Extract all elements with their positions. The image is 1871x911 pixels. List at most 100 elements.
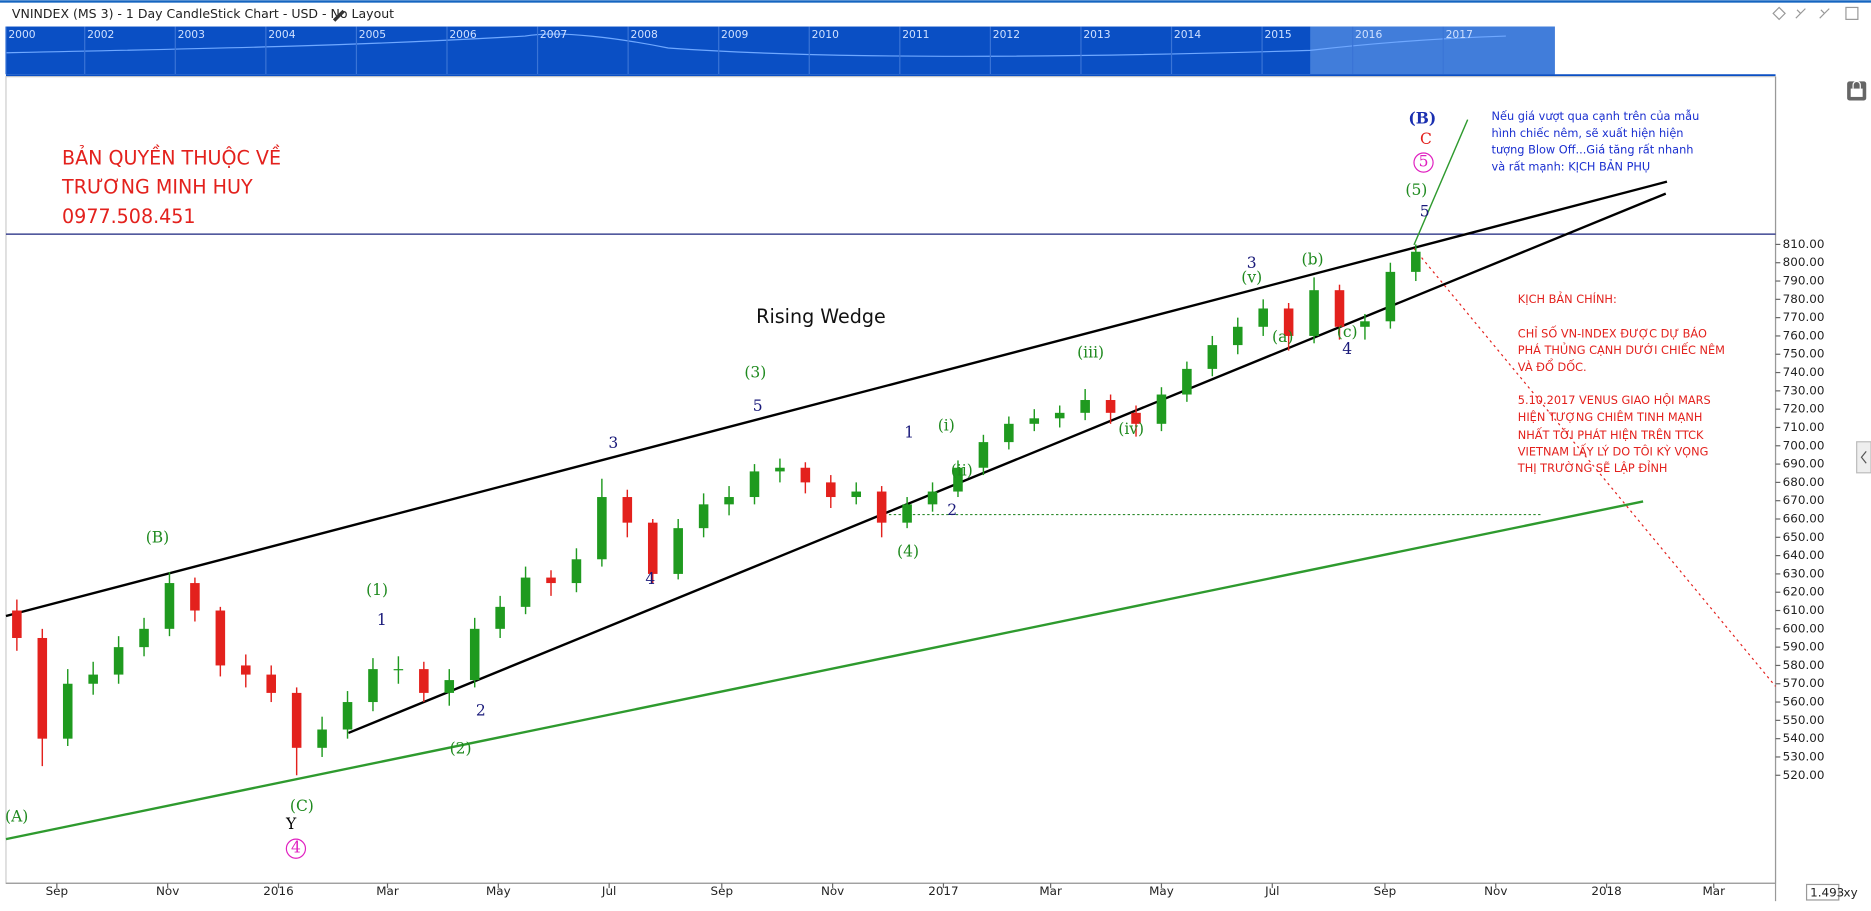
candle-body: [444, 680, 455, 693]
candle-body: [1131, 412, 1141, 424]
toolbar-icons[interactable]: [1772, 6, 1859, 21]
title-edit-icon[interactable]: [332, 9, 345, 22]
candle-body: [851, 491, 862, 498]
x-tick-label: May: [1149, 884, 1174, 898]
y-tick-label: 570.00: [1783, 676, 1825, 690]
chart-title: VNINDEX (MS 3) - 1 Day CandleStick Chart…: [12, 6, 394, 21]
x-tick-label: May: [486, 884, 511, 898]
wave-label: Y: [285, 815, 297, 833]
navigator-year: 2013: [1083, 28, 1110, 41]
candle-body: [342, 702, 353, 730]
candle-body: [826, 482, 836, 498]
main-scenario-note: THỊ TRƯỜNG SẼ LẬP ĐỈNH: [1517, 461, 1668, 475]
candle-body: [1232, 326, 1243, 346]
alt-scenario-note: hình chiếc nêm, sẽ xuất hiện hiện: [1492, 126, 1684, 140]
x-tick-label: Sep: [1374, 884, 1396, 898]
candle-body: [724, 497, 734, 505]
x-tick-label: Mar: [1703, 884, 1726, 898]
wave-label: (ii): [951, 462, 973, 480]
long-trend-line: [5, 500, 1644, 841]
navigator-window[interactable]: [1310, 26, 1555, 75]
y-tick-label: 670.00: [1783, 493, 1825, 507]
wave-label: (i): [938, 416, 955, 434]
main-scenario-note: CHỈ SỐ VN-INDEX ĐƯỢC DỰ BÁO: [1518, 326, 1707, 340]
wave-label: (a): [1272, 328, 1293, 346]
side-tab[interactable]: [1856, 441, 1871, 474]
alt-scenario-note: tượng Blow Off...Giá tăng rất nhanh: [1492, 143, 1694, 157]
lock-icon[interactable]: [1847, 80, 1867, 101]
candle-body: [800, 467, 811, 483]
wave-label: (A): [5, 808, 28, 826]
candle-body: [1283, 308, 1294, 336]
navigator-year: 2009: [721, 28, 748, 41]
wave-label: (v): [1241, 268, 1262, 286]
x-tick-label: Sep: [46, 884, 68, 898]
wave-label: 1: [904, 423, 914, 441]
x-tick-label: Nov: [156, 884, 179, 898]
wave-label: 1: [377, 611, 387, 629]
scale-box: [1805, 883, 1840, 901]
wave-label: (b): [1302, 250, 1324, 268]
wave-label: (3): [744, 364, 766, 382]
navigator-year: 2010: [812, 28, 839, 41]
candle-body: [571, 559, 582, 584]
main-scenario-note: 5.10.2017 VENUS GIAO HỘI MARS: [1518, 393, 1711, 407]
y-tick-label: 810.00: [1783, 237, 1825, 251]
wave-label: (iv): [1118, 420, 1144, 438]
watermark: 0977.508.451: [62, 205, 196, 228]
main-scenario-note: NHẤT TỚI PHÁT HIỆN TRÊN TTCK: [1518, 428, 1704, 442]
y-tick-label: 660.00: [1783, 511, 1825, 525]
candle-body: [1334, 290, 1345, 327]
scale-value: 1.493: [1810, 885, 1844, 899]
top-stripe: [0, 0, 1871, 3]
candle-body: [12, 610, 22, 638]
candle-body: [927, 491, 938, 505]
wave-label: 5: [1419, 153, 1429, 171]
wave-label: (1): [366, 581, 388, 599]
candle-body: [393, 669, 404, 671]
y-tick-label: 600.00: [1783, 621, 1825, 635]
x-tick-label: Jul: [601, 884, 616, 898]
wave-label: (4): [897, 543, 919, 561]
candle-body: [164, 583, 175, 629]
y-tick-label: 630.00: [1783, 566, 1825, 580]
wave-label: 4: [291, 839, 301, 857]
candle-body: [419, 669, 429, 693]
candle-body: [62, 683, 73, 739]
wave-circle: [285, 838, 307, 859]
y-tick-label: 770.00: [1783, 310, 1825, 324]
watermark: TRƯƠNG MINH HUY: [61, 176, 253, 199]
candle-body: [88, 674, 98, 684]
candle-body: [1309, 290, 1319, 336]
wave-circle: [1413, 152, 1434, 173]
candle-body: [978, 442, 989, 468]
navigator-year: 2007: [540, 28, 567, 41]
y-tick-label: 730.00: [1783, 383, 1825, 397]
candle-body: [1029, 418, 1040, 424]
main-scenario-note: HIỆN TƯỢNG CHIÊM TINH MẠNH: [1518, 410, 1703, 424]
candle-body: [876, 491, 887, 523]
candle-body: [291, 692, 302, 748]
wave-label: 4: [645, 570, 655, 588]
wave-label: (B): [1408, 109, 1436, 128]
navigator-year: 2004: [268, 28, 295, 41]
candle-body: [139, 628, 149, 648]
y-tick-label: 620.00: [1783, 585, 1825, 599]
x-tick-label: 2018: [1591, 884, 1621, 898]
plot-frame: [5, 76, 1777, 884]
wedge-lower-line: [347, 192, 1667, 735]
wave-label: 5: [753, 397, 763, 415]
wave-label: 3: [1247, 254, 1257, 272]
candle-body: [113, 647, 124, 675]
candle-body: [37, 637, 48, 739]
main-scenario-note: VÀ ĐỔ DỐC.: [1518, 359, 1587, 374]
scale-mode[interactable]: xy: [1844, 885, 1858, 899]
candle-body: [673, 528, 683, 574]
wave-label: (C): [290, 797, 314, 815]
breakdown-projection: [1413, 248, 1777, 687]
candle-body: [215, 610, 226, 666]
y-tick-label: 680.00: [1783, 475, 1825, 489]
x-tick-label: Jul: [1264, 884, 1279, 898]
navigator-year: 2003: [178, 28, 205, 41]
candle-body: [647, 522, 658, 574]
